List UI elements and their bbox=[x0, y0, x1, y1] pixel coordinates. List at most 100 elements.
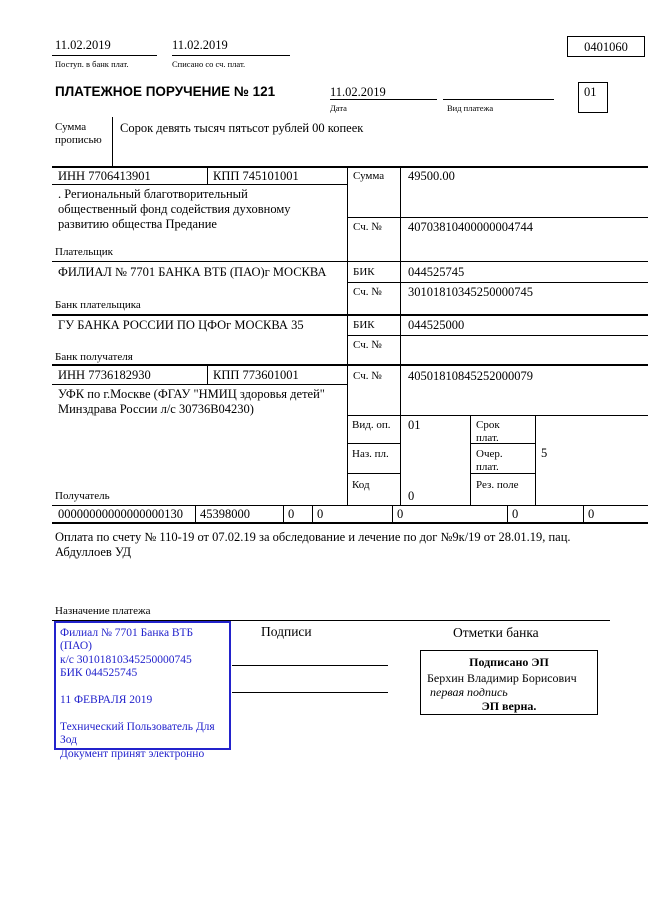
inn-kpp-divider-payee bbox=[207, 366, 208, 384]
code-doc-number: 0 bbox=[397, 507, 404, 521]
payee-account-value: 40501810845252000079 bbox=[408, 369, 533, 383]
code-oktmo: 45398000 bbox=[200, 507, 250, 521]
reserve-field-label: Рез. поле bbox=[476, 479, 519, 491]
received-date-label: Поступ. в банк плат. bbox=[55, 59, 129, 69]
payee-bank-account-label: Сч. № bbox=[353, 339, 382, 351]
op-type-value: 01 bbox=[408, 418, 421, 432]
payee-bank-name: ГУ БАНКА РОССИИ ПО ЦФОг МОСКВА 35 bbox=[58, 318, 304, 332]
e-signature-name: Берхин Владимир Борисович bbox=[427, 671, 577, 685]
payer-bank-bik-label: БИК bbox=[353, 266, 375, 278]
payer-bank-bik-value: 044525745 bbox=[408, 265, 465, 279]
debited-date: 11.02.2019 bbox=[172, 38, 228, 52]
codes-row-top-line bbox=[52, 505, 648, 506]
payee-bank-bik-underline bbox=[347, 335, 648, 336]
form-code-box: 0401060 bbox=[567, 36, 645, 57]
payer-kpp: КПП 745101001 bbox=[213, 169, 299, 183]
payee-name: УФК по г.Москве (ФГАУ "НМИЦ здоровья дет… bbox=[58, 387, 325, 416]
code-value: 0 bbox=[408, 489, 415, 503]
payer-bank-name: ФИЛИАЛ № 7701 БАНКА ВТБ (ПАО)г МОСКВА bbox=[58, 265, 327, 279]
e-signature-footer: ЭП верна. bbox=[481, 699, 537, 713]
ops-grid-vline-2 bbox=[535, 415, 536, 506]
ops-row1-line-b bbox=[470, 443, 536, 444]
codes-divider-4 bbox=[392, 506, 393, 522]
status-code: 01 bbox=[584, 85, 597, 99]
payee-account-label: Сч. № bbox=[353, 370, 382, 382]
label-column-line bbox=[347, 168, 348, 506]
payee-label: Получатель bbox=[55, 490, 110, 502]
inn-row-underline-payer bbox=[52, 184, 347, 185]
payer-name: . Региональный благотворительный обществ… bbox=[58, 187, 291, 231]
codes-divider-2 bbox=[283, 506, 284, 522]
code-kbk: 00000000000000000130 bbox=[58, 507, 183, 521]
payer-bank-account-label: Сч. № bbox=[353, 286, 382, 298]
payer-bank-account-value: 30101810345250000745 bbox=[408, 285, 533, 299]
e-signature-title: Подписано ЭП bbox=[469, 655, 549, 669]
order-value: 5 bbox=[541, 446, 548, 460]
payer-inn: ИНН 7706413901 bbox=[58, 169, 151, 183]
sum-label: Сумма bbox=[353, 170, 385, 182]
status-code-box: 01 bbox=[578, 82, 608, 113]
codes-row-bottom-line bbox=[52, 522, 648, 524]
due-date-label: Срок плат. bbox=[476, 419, 500, 444]
codes-divider-5 bbox=[507, 506, 508, 522]
debited-date-underline bbox=[172, 55, 290, 56]
value-column-line bbox=[400, 168, 401, 506]
amount-words-value: Сорок девять тысяч пятьсот рублей 00 коп… bbox=[120, 121, 364, 135]
codes-divider-6 bbox=[583, 506, 584, 522]
document-title: ПЛАТЕЖНОЕ ПОРУЧЕНИЕ № 121 bbox=[55, 84, 276, 99]
amount-words-label: Сумма прописью bbox=[55, 121, 102, 146]
codes-divider-1 bbox=[195, 506, 196, 522]
ops-row2-line-a bbox=[347, 473, 401, 474]
payment-purpose-label: Назначение платежа bbox=[55, 605, 151, 617]
payer-section-line bbox=[52, 261, 648, 262]
payment-type-label: Вид платежа bbox=[447, 103, 494, 113]
document-date: 11.02.2019 bbox=[330, 85, 386, 99]
debited-date-label: Списано со сч. плат. bbox=[172, 59, 246, 69]
payer-bank-bik-underline bbox=[347, 282, 648, 283]
date-underline bbox=[330, 99, 437, 100]
payer-bank-section-line bbox=[52, 314, 648, 316]
ops-row2-line-b bbox=[470, 473, 536, 474]
code-label: Код bbox=[352, 479, 370, 491]
purpose-kind-label: Наз. пл. bbox=[352, 448, 389, 460]
table-top-line bbox=[52, 166, 648, 168]
payer-account-value: 40703810400000004744 bbox=[408, 220, 533, 234]
payer-label: Плательщик bbox=[55, 246, 113, 258]
sum-row-underline bbox=[347, 217, 648, 218]
order-label: Очер. плат. bbox=[476, 448, 503, 473]
payment-purpose-text: Оплата по счету № 110-19 от 07.02.19 за … bbox=[55, 530, 571, 559]
bank-marks-label: Отметки банка bbox=[453, 625, 539, 640]
payment-type-underline bbox=[443, 99, 554, 100]
payee-bank-label: Банк получателя bbox=[55, 351, 133, 363]
inn-row-underline-payee bbox=[52, 384, 347, 385]
code-basis: 0 bbox=[288, 507, 295, 521]
ops-grid-top-line bbox=[347, 415, 648, 416]
code-period: 0 bbox=[317, 507, 324, 521]
signatures-label: Подписи bbox=[261, 624, 312, 639]
e-signature-subtitle: первая подпись bbox=[430, 685, 508, 699]
payer-account-label: Сч. № bbox=[353, 221, 382, 233]
ops-row1-line-a bbox=[347, 443, 401, 444]
payee-bank-section-line bbox=[52, 364, 648, 366]
signature-line-2 bbox=[232, 692, 388, 693]
payee-bank-bik-value: 044525000 bbox=[408, 318, 465, 332]
payee-inn: ИНН 7736182930 bbox=[58, 368, 151, 382]
payee-kpp: КПП 773601001 bbox=[213, 368, 299, 382]
amount-words-divider bbox=[112, 117, 113, 167]
received-date-underline bbox=[52, 55, 157, 56]
date-label: Дата bbox=[330, 103, 347, 113]
codes-divider-3 bbox=[312, 506, 313, 522]
received-date: 11.02.2019 bbox=[55, 38, 111, 52]
bank-stamp: Филиал № 7701 Банка ВТБ (ПАО) к/с 301018… bbox=[54, 621, 231, 760]
e-signature-stamp: Подписано ЭП Берхин Владимир Борисович п… bbox=[420, 650, 598, 715]
purpose-underline bbox=[52, 620, 610, 621]
code-type: 0 bbox=[588, 507, 595, 521]
ops-grid-vline-1 bbox=[470, 415, 471, 506]
inn-kpp-divider-payer bbox=[207, 168, 208, 185]
signature-line-1 bbox=[232, 665, 388, 666]
payee-bank-bik-label: БИК bbox=[353, 319, 375, 331]
payer-bank-label: Банк плательщика bbox=[55, 299, 141, 311]
code-doc-date: 0 bbox=[512, 507, 519, 521]
sum-value: 49500.00 bbox=[408, 169, 455, 183]
